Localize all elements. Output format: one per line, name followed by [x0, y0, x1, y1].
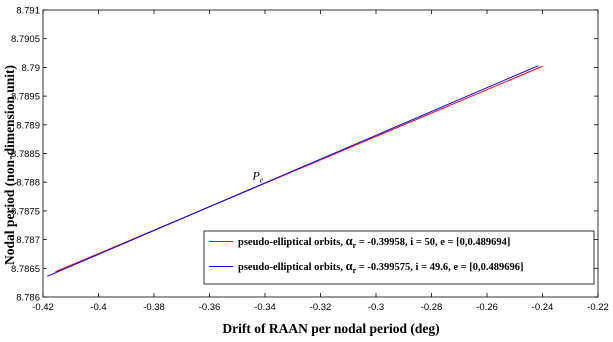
annotation-pe: Pe — [252, 168, 264, 184]
x-axis: -0.42 -0.4 -0.38 -0.36 -0.34 -0.32 -0.3 -0.28 -0… — [32, 10, 609, 313]
y-tick-label: 8.7885 — [11, 149, 40, 160]
x-tick-label: -0.36 — [199, 302, 221, 313]
x-axis-title: Drift of RAAN per nodal period (deg) — [222, 321, 439, 336]
y-tick-label: 8.787 — [16, 235, 40, 246]
legend-label-2: pseudo-elliptical orbits, αr = -0.399575… — [238, 259, 523, 275]
x-tick-label: -0.3 — [368, 302, 384, 313]
x-tick-label: -0.38 — [143, 302, 165, 313]
y-tick-label: 8.789 — [16, 120, 40, 131]
x-tick-label: -0.28 — [421, 302, 443, 313]
legend-label-1: pseudo-elliptical orbits, αr = -0.39958,… — [238, 234, 510, 250]
y-tick-label: 8.788 — [16, 178, 40, 189]
x-tick-label: -0.26 — [476, 302, 498, 313]
x-tick-label: -0.22 — [587, 302, 609, 313]
y-tick-label: 8.79 — [22, 63, 41, 74]
y-tick-label: 8.7875 — [11, 206, 40, 217]
y-tick-label: 8.786 — [16, 293, 40, 304]
legend: pseudo-elliptical orbits, αr = -0.39958,… — [203, 230, 595, 285]
x-tick-label: -0.34 — [254, 302, 276, 313]
y-tick-label: 8.7905 — [11, 34, 40, 45]
y-axis-title: Nodal period (non-dimension unit) — [2, 65, 17, 265]
y-tick-label: 8.7895 — [11, 92, 40, 103]
series-lines — [46, 65, 543, 277]
y-tick-label: 8.7865 — [11, 264, 40, 275]
annotations: Pe — [252, 168, 264, 184]
x-tick-label: -0.42 — [32, 302, 54, 313]
x-tick-label: -0.24 — [532, 302, 554, 313]
legend-box — [203, 230, 595, 285]
series-line-2 — [46, 65, 539, 277]
x-tick-label: -0.4 — [90, 302, 106, 313]
x-tick-label: -0.32 — [310, 302, 332, 313]
y-axis: 8.786 8.7865 8.787 8.7875 8.788 8.7885 8.789 8.… — [11, 6, 598, 304]
y-tick-label: 8.791 — [16, 6, 40, 17]
